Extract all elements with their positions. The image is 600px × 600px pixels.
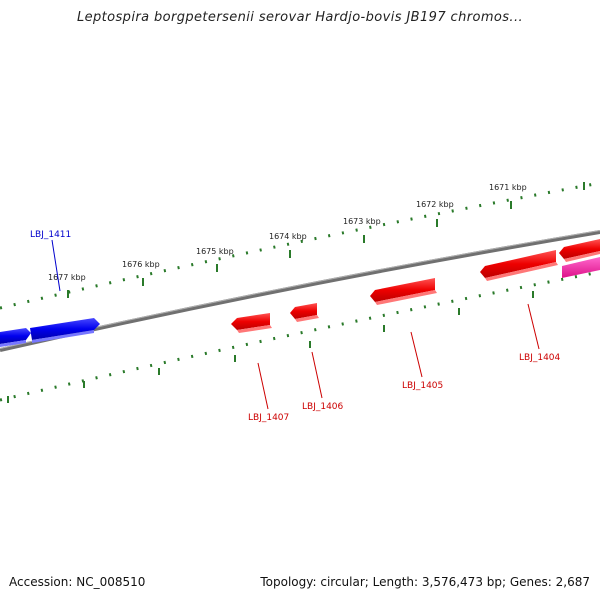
connector-lbj-1411 [51, 239, 61, 292]
gene-arrow-pink-right-edge[interactable] [562, 257, 600, 278]
gene-arrow-lbj-1411[interactable] [30, 318, 100, 343]
gene-label-lbj-1406[interactable]: LBJ_1406 [302, 402, 344, 412]
gene-arrow-lbj-1405[interactable] [370, 278, 437, 305]
topology-summary-text: Topology: circular; Length: 3,576,473 bp… [260, 575, 590, 589]
outer-major-ticks [67, 182, 585, 298]
accession-text: Accession: NC_008510 [9, 575, 146, 589]
gene-arrow-lbj-1404[interactable] [480, 250, 558, 281]
connector-lbj-1405 [410, 331, 423, 378]
kbp-label-1676: 1676 kbp [122, 260, 160, 269]
connector-lbj-1407 [257, 362, 269, 410]
kbp-label-1677: 1677 kbp [48, 273, 86, 282]
gene-arrow-lbj-1407[interactable] [231, 313, 272, 333]
map-title: Leptospira borgpetersenii serovar Hardjo… [76, 10, 524, 25]
gene-arrow-forward-left[interactable] [0, 328, 31, 347]
inner-major-ticks [7, 291, 534, 403]
gene-label-lbj-1404[interactable]: LBJ_1404 [519, 353, 561, 363]
gene-label-lbj-1405[interactable]: LBJ_1405 [402, 381, 443, 391]
kbp-label-1671: 1671 kbp [489, 183, 527, 192]
connector-lbj-1404 [527, 303, 540, 350]
gene-arrow-red-right-edge[interactable] [559, 239, 600, 262]
inner-tick-ring [0, 270, 600, 402]
gene-arrow-lbj-1406[interactable] [290, 303, 319, 322]
kbp-label-1673: 1673 kbp [343, 217, 381, 226]
kbp-label-1674: 1674 kbp [269, 232, 307, 241]
kbp-label-1672: 1672 kbp [416, 200, 454, 209]
gene-label-lbj-1407[interactable]: LBJ_1407 [248, 413, 289, 423]
connector-lbj-1406 [311, 351, 323, 399]
kbp-label-1675: 1675 kbp [196, 247, 234, 256]
gene-label-lbj-1411[interactable]: LBJ_1411 [30, 230, 71, 240]
